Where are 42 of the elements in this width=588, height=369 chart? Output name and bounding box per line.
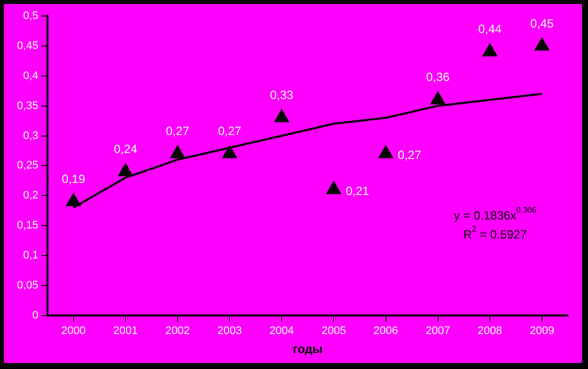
y-tick-label: 0: [32, 309, 38, 322]
y-tick-label: 0,45: [16, 40, 38, 52]
point: [66, 193, 81, 206]
data-label: 0,33: [270, 88, 294, 102]
y-tick-label: 0,35: [16, 100, 38, 112]
data-label: 0,27: [166, 124, 190, 138]
point: [430, 91, 446, 104]
y-tick-label: 0,25: [16, 160, 38, 172]
x-tick-label: 2004: [269, 325, 294, 338]
x-tick-label: 2001: [113, 325, 138, 338]
y-tick-label: 0,5: [23, 10, 38, 22]
data-label: 0,36: [426, 70, 450, 84]
y-tick-label: 0,05: [16, 279, 38, 292]
data-label: 0,27: [218, 124, 242, 138]
data-label: 0,19: [62, 172, 86, 186]
x-tick-label: 2009: [530, 325, 554, 338]
y-tick-label: 0,3: [23, 130, 38, 142]
x-tick-label: 2008: [478, 325, 502, 338]
point: [326, 181, 342, 194]
x-tick-label: 2002: [165, 325, 190, 338]
x-tick-label: 2007: [426, 325, 450, 338]
y-tick-label: 0,1: [23, 250, 38, 262]
y-tick-label: 0,4: [23, 70, 38, 82]
point: [222, 145, 238, 158]
data-label: 0,21: [346, 184, 370, 198]
data-label: 0,24: [114, 142, 138, 156]
point: [534, 37, 550, 50]
x-tick-label: 2003: [217, 325, 242, 338]
data-label: 0,44: [478, 22, 502, 36]
point: [170, 145, 185, 158]
point: [118, 163, 133, 176]
data-label: 0,27: [398, 148, 422, 162]
x-axis-title: годы: [292, 342, 323, 356]
point: [378, 145, 394, 158]
data-label: 0,45: [530, 16, 554, 30]
y-tick-label: 0,15: [16, 220, 38, 232]
x-tick-label: 2000: [61, 325, 86, 338]
y-tick-label: 0,2: [23, 190, 38, 202]
point: [482, 43, 498, 56]
point: [274, 109, 290, 122]
x-tick-label: 2006: [374, 325, 398, 338]
x-tick-label: 2005: [321, 325, 346, 338]
